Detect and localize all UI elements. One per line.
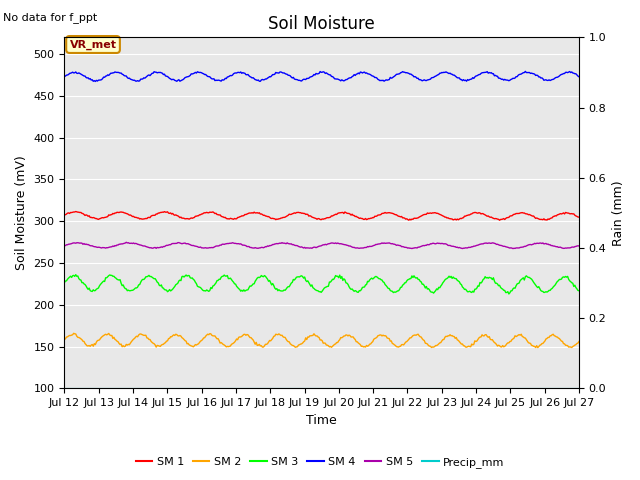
Text: No data for f_ppt: No data for f_ppt <box>3 12 97 23</box>
Legend: SM 1, SM 2, SM 3, SM 4, SM 5, Precip_mm: SM 1, SM 2, SM 3, SM 4, SM 5, Precip_mm <box>131 452 509 472</box>
Y-axis label: Rain (mm): Rain (mm) <box>612 180 625 246</box>
Title: Soil Moisture: Soil Moisture <box>268 15 375 33</box>
X-axis label: Time: Time <box>307 414 337 427</box>
Text: VR_met: VR_met <box>70 39 116 49</box>
Y-axis label: Soil Moisture (mV): Soil Moisture (mV) <box>15 156 28 270</box>
